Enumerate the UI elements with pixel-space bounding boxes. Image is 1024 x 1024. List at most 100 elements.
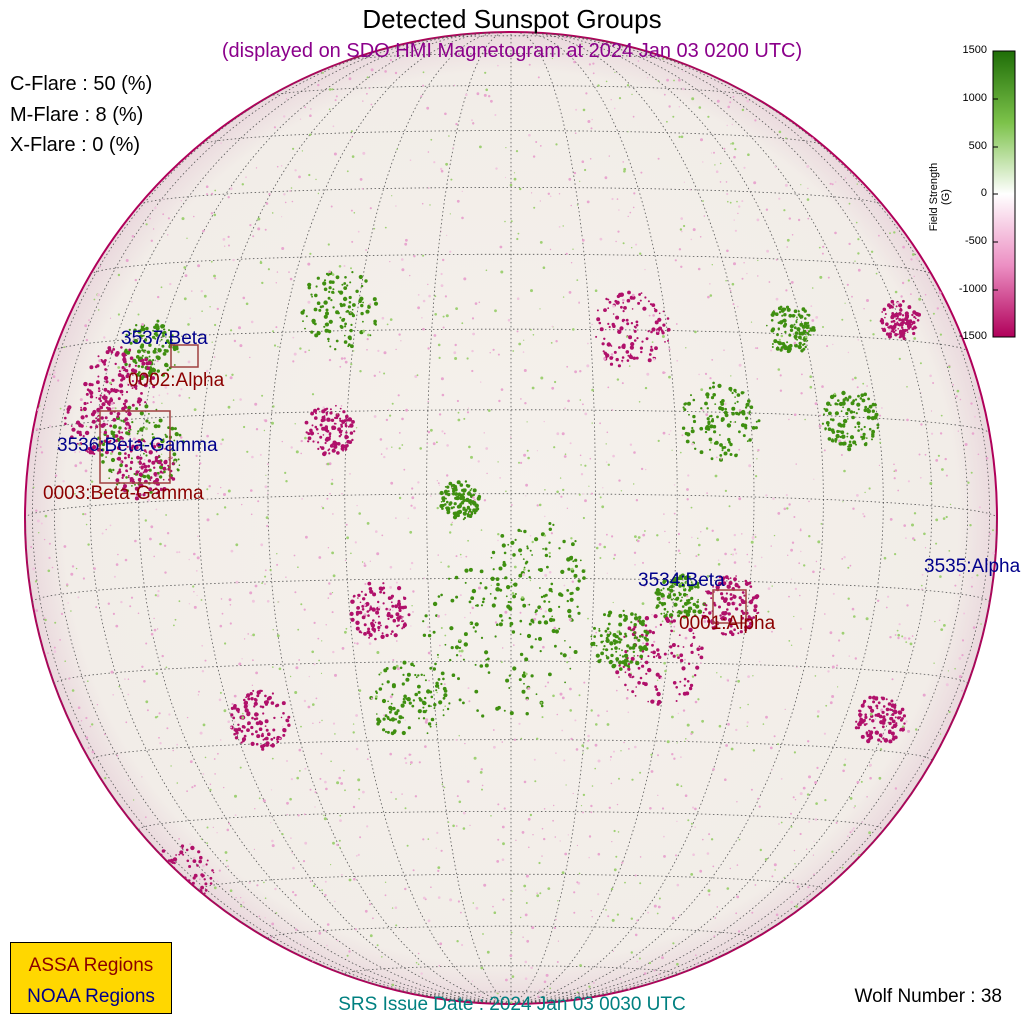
flux-speck <box>863 515 866 518</box>
grid-line <box>510 32 755 1004</box>
flux-speck <box>89 725 92 728</box>
flux-speck <box>462 827 466 830</box>
flux-speck <box>264 719 269 724</box>
flux-speck <box>578 989 580 992</box>
flux-speck <box>396 640 398 642</box>
flux-speck <box>637 301 641 305</box>
flux-speck <box>634 874 637 877</box>
flux-speck <box>744 581 750 587</box>
flux-speck <box>747 399 751 403</box>
flux-speck <box>795 321 798 324</box>
flux-speck <box>496 860 500 863</box>
flux-speck <box>234 794 237 798</box>
flux-speck <box>129 480 132 483</box>
flux-speck <box>403 694 407 699</box>
flux-speck <box>574 540 577 543</box>
flux-speck <box>397 720 401 724</box>
flux-speck <box>771 585 773 587</box>
flux-speck <box>868 705 873 710</box>
flux-speck <box>829 394 835 400</box>
flux-speck <box>303 813 306 816</box>
flux-speck <box>537 76 540 79</box>
flux-speck <box>564 640 566 642</box>
flux-speck <box>332 841 335 845</box>
flux-speck <box>626 649 629 652</box>
flux-speck <box>365 309 370 314</box>
flux-speck <box>848 202 851 205</box>
flux-speck <box>328 286 332 290</box>
flux-speck <box>885 332 890 336</box>
flux-speck <box>441 783 444 786</box>
flux-speck <box>261 394 264 397</box>
flux-speck <box>163 349 167 352</box>
flux-speck <box>450 523 453 526</box>
flux-speck <box>787 554 789 556</box>
flux-speck <box>441 496 446 501</box>
flux-speck <box>743 594 746 597</box>
flux-speck <box>944 457 947 461</box>
flux-speck <box>153 628 157 632</box>
flux-speck <box>907 319 911 323</box>
flux-speck <box>536 894 540 898</box>
flux-speck <box>363 623 367 627</box>
flux-speck <box>896 301 900 305</box>
flux-speck <box>690 506 693 509</box>
flux-speck <box>444 112 447 116</box>
flux-speck <box>530 645 534 649</box>
flux-speck <box>548 541 551 544</box>
flux-speck <box>197 535 199 537</box>
flux-speck <box>99 394 102 397</box>
flux-speck <box>841 631 845 635</box>
flux-speck <box>697 653 700 656</box>
flux-speck <box>240 741 243 744</box>
flux-speck <box>666 120 668 123</box>
flux-speck <box>540 376 544 380</box>
flux-speck <box>464 742 466 745</box>
flux-speck <box>692 419 697 424</box>
flux-speck <box>961 654 964 657</box>
flux-speck <box>227 720 230 723</box>
flux-speck <box>276 740 280 744</box>
flux-speck <box>651 303 656 307</box>
flux-speck <box>576 279 579 281</box>
flux-speck <box>848 440 852 444</box>
flux-speck <box>434 295 437 298</box>
flux-speck <box>118 468 122 471</box>
flux-speck <box>608 806 611 809</box>
flux-speck <box>694 826 696 828</box>
flux-speck <box>363 603 367 607</box>
flux-speck <box>213 758 216 760</box>
flux-speck <box>849 831 852 834</box>
flux-speck <box>404 887 407 891</box>
flux-speck <box>442 696 446 700</box>
flux-speck <box>572 328 575 331</box>
flux-speck <box>437 614 440 618</box>
flux-speck <box>220 142 222 144</box>
flux-speck <box>532 334 535 336</box>
flux-speck <box>901 318 905 323</box>
flux-speck <box>824 427 827 430</box>
flux-speck <box>723 147 726 150</box>
flux-speck <box>95 606 98 609</box>
flux-speck <box>285 718 290 723</box>
flux-speck <box>480 966 484 970</box>
flux-speck <box>633 451 636 454</box>
flux-speck <box>691 97 695 101</box>
flux-speck <box>495 587 500 592</box>
flux-speck <box>358 299 362 304</box>
flux-speck <box>94 365 98 369</box>
flux-speck <box>799 832 802 836</box>
flux-speck <box>678 105 681 108</box>
flux-speck <box>273 736 276 740</box>
flux-speck <box>272 728 276 732</box>
flux-speck <box>754 426 758 430</box>
flux-speck <box>654 699 656 702</box>
flux-speck <box>457 900 460 903</box>
flux-speck <box>192 904 195 907</box>
flux-speck <box>525 560 529 564</box>
flux-speck <box>324 929 327 933</box>
flux-speck <box>468 508 472 512</box>
flux-speck <box>391 195 393 197</box>
flux-speck <box>355 626 360 631</box>
flux-speck <box>613 107 616 110</box>
